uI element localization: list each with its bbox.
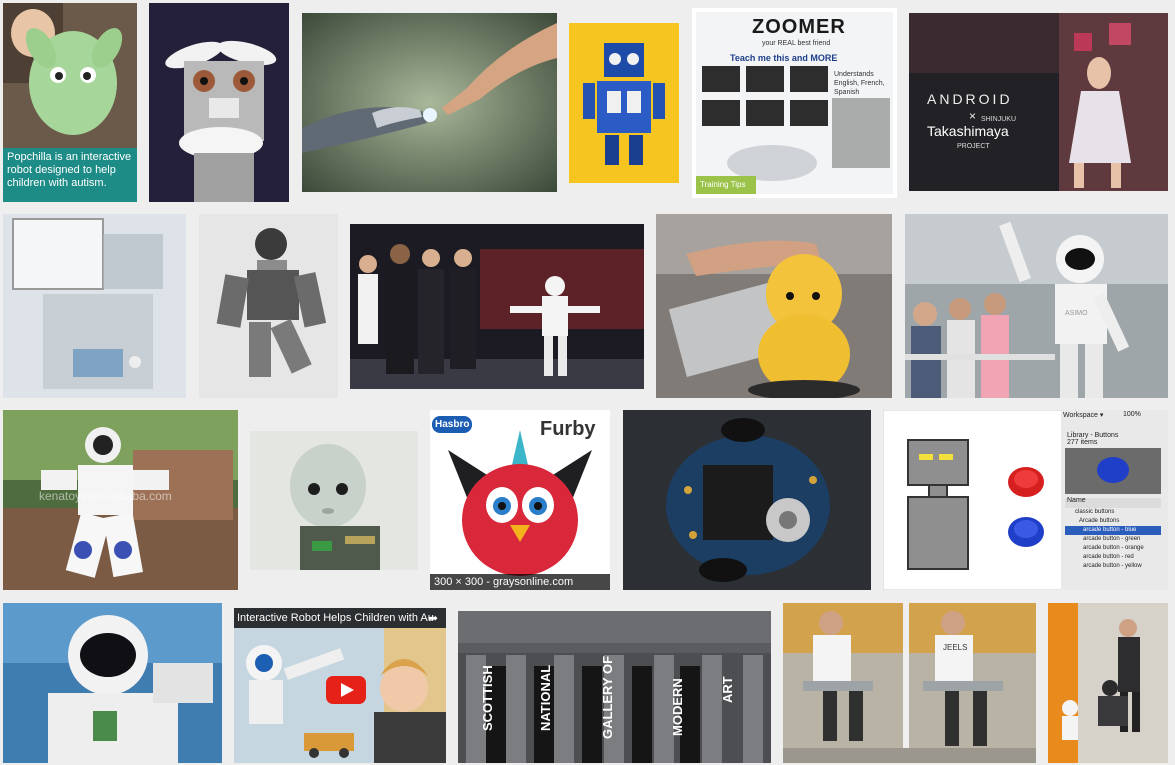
- banner-text: GALLERY OF: [600, 655, 615, 739]
- library-item-count: 277 items: [1067, 439, 1098, 446]
- zoomer-teach: Teach me this and MORE: [730, 53, 838, 63]
- image-baby-robot-head[interactable]: [250, 431, 418, 570]
- image-zoomer[interactable]: ZOOMER your REAL best friend Teach me th…: [692, 8, 897, 198]
- image-astronaut-asimo[interactable]: [3, 603, 222, 763]
- library-item[interactable]: arcade button - blue: [1083, 527, 1137, 533]
- video-title[interactable]: Interactive Robot Helps Children with Au: [234, 608, 446, 628]
- hasbro-logo: Hasbro: [432, 416, 473, 433]
- image-robot-arm-kiosk[interactable]: [3, 214, 186, 398]
- image-asimo-waving[interactable]: ASIMO: [905, 214, 1168, 398]
- popchilla-caption: Popchilla is an interactive robot design…: [7, 151, 132, 189]
- android-title: ANDROID: [927, 91, 1013, 107]
- android-project: PROJECT: [957, 143, 990, 150]
- image-humanoid-bw[interactable]: [199, 214, 338, 398]
- share-icon[interactable]: ➦: [428, 611, 439, 625]
- library-item[interactable]: arcade button - red: [1083, 554, 1134, 560]
- library-column-name: Name: [1067, 497, 1086, 504]
- furby-logo: Furby: [540, 418, 596, 440]
- library-item[interactable]: arcade button - yellow: [1083, 563, 1142, 569]
- banner-text: NATIONAL: [538, 664, 553, 731]
- shirt-text: JEELS: [943, 643, 968, 652]
- image-scottish-gallery[interactable]: SCOTTISH NATIONAL GALLERY OF MODERN ART: [458, 611, 771, 763]
- workspace-menu[interactable]: Workspace ▾: [1063, 412, 1104, 419]
- zoomer-logo: ZOOMER: [752, 16, 846, 38]
- image-nao-video[interactable]: Interactive Robot Helps Children with Au…: [234, 608, 446, 763]
- banner-text: SCOTTISH: [480, 665, 495, 731]
- image-exoskeleton[interactable]: JEELS: [783, 603, 1036, 763]
- zoomer-languages: Understands English, French, Spanish: [834, 71, 885, 96]
- android-brand: Takashimaya: [927, 123, 1009, 139]
- library-item[interactable]: classic buttons: [1075, 509, 1115, 515]
- banner-text: ART: [720, 676, 735, 703]
- image-size-overlay: 300 × 300 - graysonline.com: [430, 574, 610, 590]
- image-asimo-obama[interactable]: [350, 224, 644, 389]
- android-place: SHINJUKU: [981, 116, 1017, 123]
- library-item[interactable]: arcade button - orange: [1083, 545, 1144, 551]
- watermark-text: kenatoys.en.alibaba.com: [39, 489, 172, 503]
- android-x: ×: [969, 109, 977, 123]
- library-item[interactable]: Arcade buttons: [1079, 518, 1120, 524]
- zoomer-tagline: your REAL best friend: [762, 40, 831, 47]
- zoom-level[interactable]: 100%: [1123, 411, 1141, 418]
- image-popchilla[interactable]: Popchilla is an interactive robot design…: [3, 3, 137, 202]
- banner-text: MODERN: [670, 678, 685, 736]
- image-blue-tin-robot[interactable]: [569, 23, 679, 183]
- image-furby[interactable]: Hasbro Furby 300 × 300 - graysonline.com: [430, 410, 610, 590]
- asimo-chest-label: ASIMO: [1065, 310, 1088, 317]
- image-robot-hand-touch[interactable]: [302, 13, 557, 192]
- image-yellow-keepon[interactable]: [656, 214, 892, 398]
- image-eye-robot[interactable]: [149, 3, 289, 202]
- image-android-takashimaya[interactable]: ANDROID × Takashimaya SHINJUKU PROJECT: [909, 13, 1168, 191]
- play-button-icon[interactable]: [326, 676, 366, 704]
- image-nao-expo[interactable]: [1048, 603, 1168, 763]
- library-panel-title: Library - Buttons: [1067, 432, 1119, 439]
- image-circuit-robot[interactable]: [623, 410, 871, 590]
- library-item[interactable]: arcade button - green: [1083, 536, 1141, 542]
- image-white-robot-toy[interactable]: kenatoys.en.alibaba.com: [3, 410, 238, 590]
- image-flash-library[interactable]: Workspace ▾ 100% Library - Buttons 277 i…: [883, 410, 1168, 590]
- zoomer-tips: Training Tips: [700, 180, 746, 189]
